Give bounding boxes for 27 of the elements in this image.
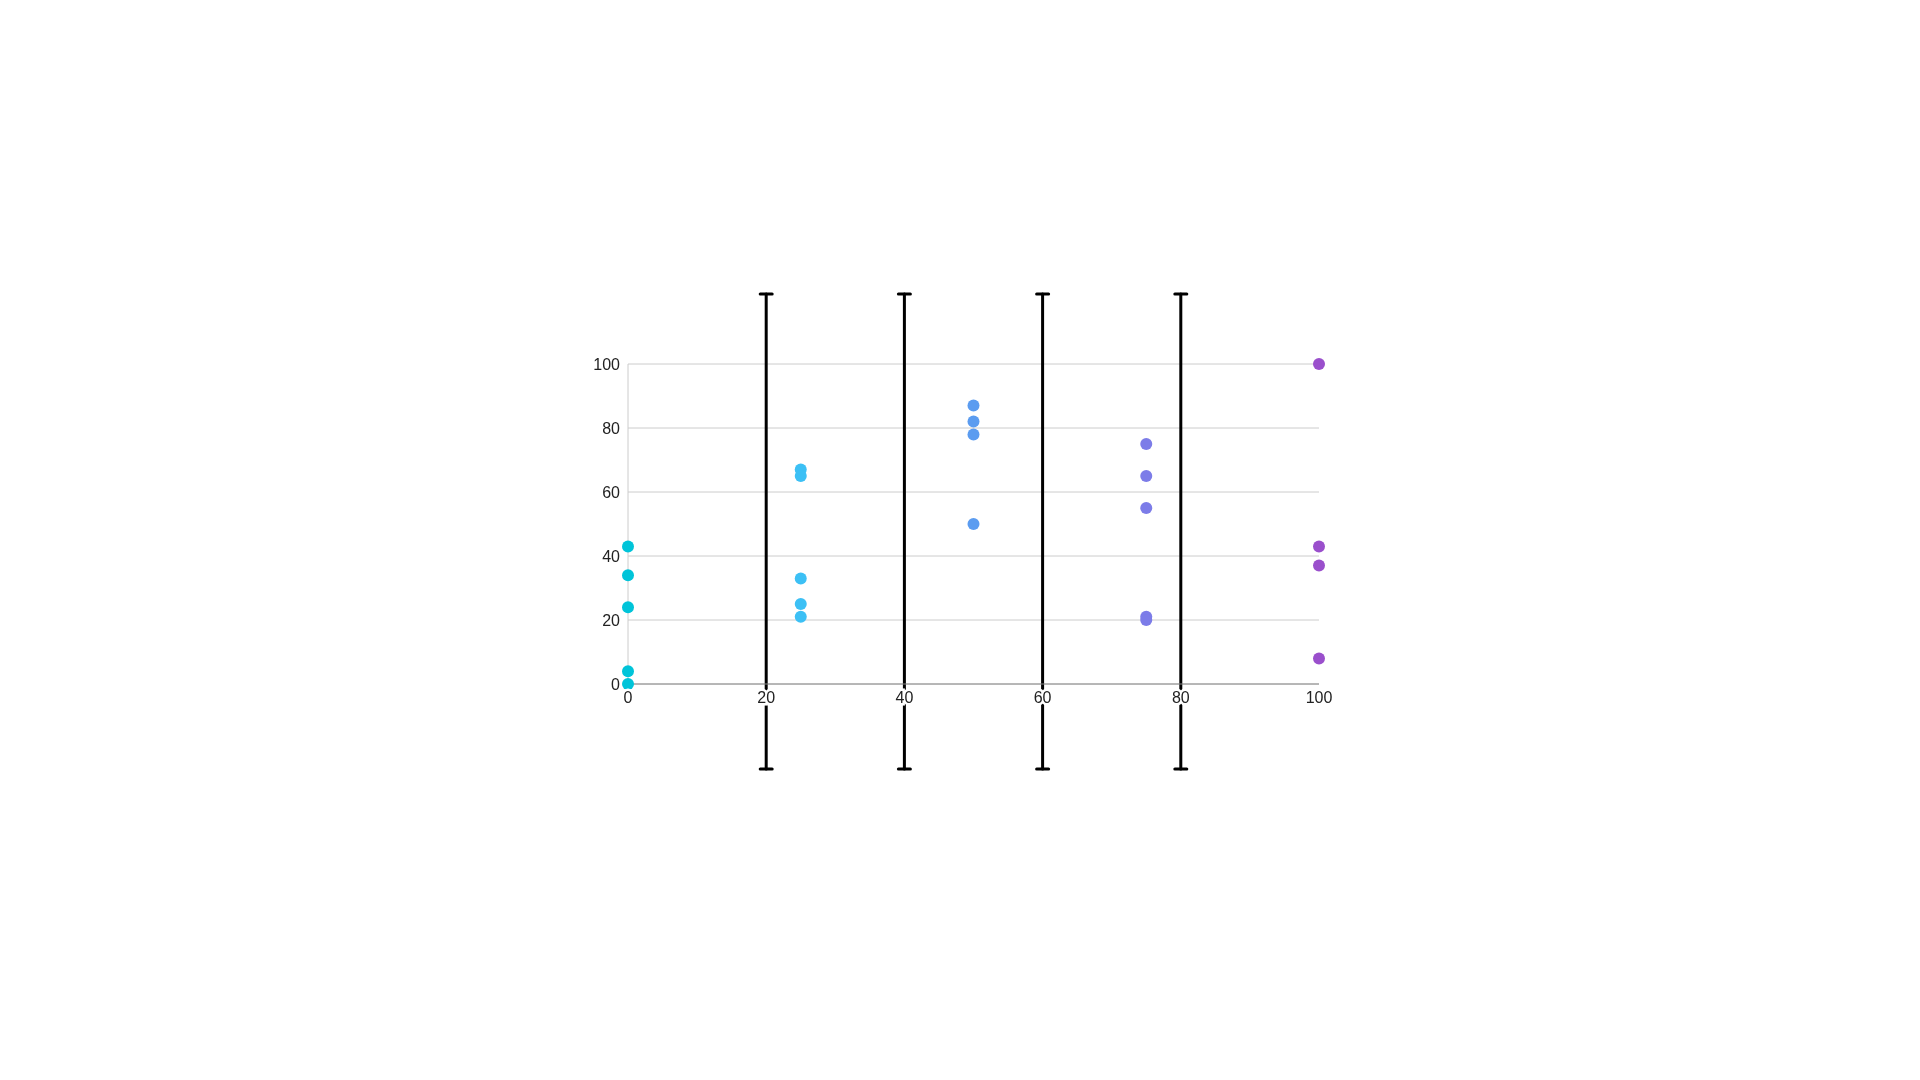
y-tick-label: 80 xyxy=(602,419,621,437)
point xyxy=(967,415,980,428)
y-tick-label: 0 xyxy=(611,675,621,693)
point xyxy=(794,610,807,623)
x-tick-label: 0 xyxy=(623,689,633,707)
point xyxy=(1313,358,1325,370)
y-tick-label: 100 xyxy=(593,355,621,373)
y-tick-label: 40 xyxy=(602,547,621,565)
point xyxy=(967,428,980,441)
point xyxy=(794,598,807,610)
y-tick-label: 20 xyxy=(602,611,621,629)
point xyxy=(967,399,980,412)
point xyxy=(622,569,634,582)
point xyxy=(1313,652,1325,665)
point xyxy=(1140,502,1153,514)
point xyxy=(622,665,634,678)
y-tick-label: 60 xyxy=(602,483,621,501)
point xyxy=(1313,540,1325,553)
point xyxy=(622,678,634,690)
point xyxy=(622,540,634,553)
point xyxy=(967,518,980,530)
x-tick-label: 100 xyxy=(1305,689,1333,707)
point xyxy=(1140,470,1153,482)
point xyxy=(1313,559,1325,572)
point xyxy=(1140,438,1153,450)
point xyxy=(794,572,807,585)
point xyxy=(622,601,634,614)
